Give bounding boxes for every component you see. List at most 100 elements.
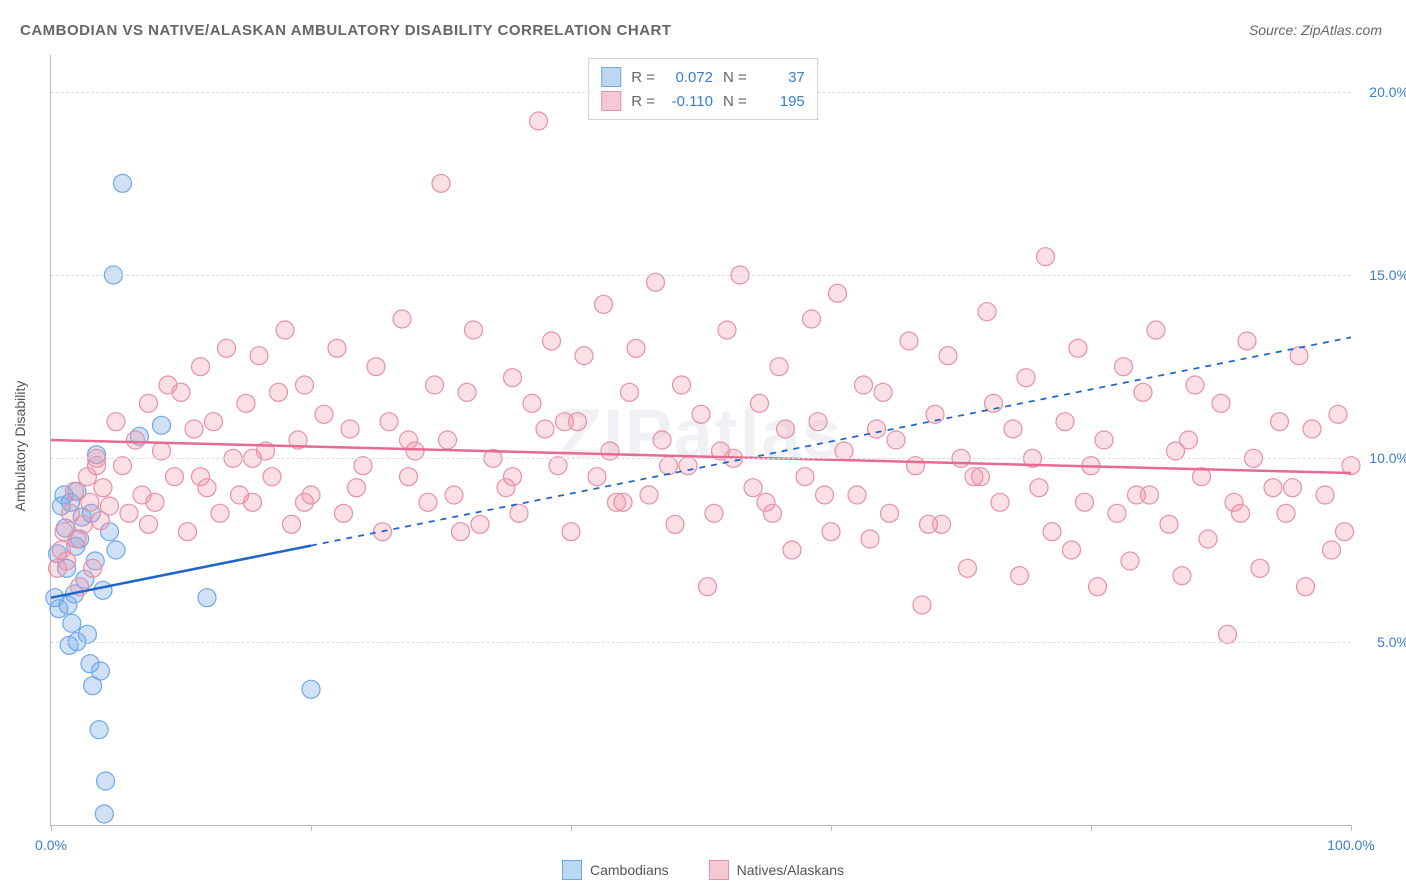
scatter-point	[1323, 541, 1341, 559]
scatter-point	[920, 515, 938, 533]
scatter-point	[796, 468, 814, 486]
scatter-point	[1297, 578, 1315, 596]
scatter-point	[1160, 515, 1178, 533]
scatter-point	[959, 559, 977, 577]
scatter-point	[432, 174, 450, 192]
scatter-point	[1238, 332, 1256, 350]
scatter-point	[1037, 248, 1055, 266]
stats-value-n: 195	[757, 93, 805, 110]
scatter-point	[1004, 420, 1022, 438]
scatter-point	[153, 416, 171, 434]
scatter-point	[1219, 625, 1237, 643]
scatter-point	[1128, 486, 1146, 504]
scatter-point	[94, 581, 112, 599]
scatter-point	[913, 596, 931, 614]
scatter-point	[621, 383, 639, 401]
scatter-point	[192, 468, 210, 486]
stats-label-r: R =	[631, 93, 655, 110]
scatter-point	[198, 589, 216, 607]
scatter-point	[803, 310, 821, 328]
scatter-point	[58, 552, 76, 570]
scatter-point	[1232, 504, 1250, 522]
scatter-point	[770, 358, 788, 376]
scatter-point	[140, 515, 158, 533]
scatter-point	[900, 332, 918, 350]
scatter-point	[1076, 493, 1094, 511]
scatter-point	[647, 273, 665, 291]
scatter-point	[666, 515, 684, 533]
gridline-h	[51, 275, 1351, 276]
scatter-point	[1277, 504, 1295, 522]
scatter-point	[543, 332, 561, 350]
scatter-point	[504, 369, 522, 387]
scatter-point	[1115, 358, 1133, 376]
scatter-point	[146, 493, 164, 511]
stats-value-n: 37	[757, 69, 805, 86]
scatter-point	[367, 358, 385, 376]
scatter-point	[218, 339, 236, 357]
x-tick	[1351, 825, 1352, 831]
y-axis-label: Ambulatory Disability	[12, 381, 28, 512]
scatter-point	[601, 442, 619, 460]
scatter-point	[1316, 486, 1334, 504]
scatter-point	[907, 457, 925, 475]
x-tick	[571, 825, 572, 831]
scatter-point	[1147, 321, 1165, 339]
scatter-point	[1134, 383, 1152, 401]
scatter-point	[270, 383, 288, 401]
scatter-point	[127, 431, 145, 449]
gridline-h	[51, 458, 1351, 459]
scatter-point	[835, 442, 853, 460]
legend-item: Natives/Alaskans	[709, 860, 844, 880]
scatter-point	[107, 413, 125, 431]
legend-swatch	[562, 860, 582, 880]
scatter-point	[1251, 559, 1269, 577]
scatter-point	[140, 394, 158, 412]
scatter-point	[1011, 567, 1029, 585]
legend-swatch	[601, 67, 621, 87]
scatter-point	[549, 457, 567, 475]
scatter-point	[881, 504, 899, 522]
scatter-point	[1284, 479, 1302, 497]
scatter-point	[874, 383, 892, 401]
scatter-point	[1303, 420, 1321, 438]
scatter-point	[855, 376, 873, 394]
scatter-point	[1063, 541, 1081, 559]
stats-row: R =0.072N =37	[601, 65, 805, 89]
scatter-point	[868, 420, 886, 438]
scatter-point	[1069, 339, 1087, 357]
x-tick	[1091, 825, 1092, 831]
scatter-point	[1329, 405, 1347, 423]
scatter-point	[718, 321, 736, 339]
gridline-h	[51, 642, 1351, 643]
scatter-point	[114, 457, 132, 475]
scatter-point	[439, 431, 457, 449]
scatter-point	[114, 174, 132, 192]
scatter-point	[465, 321, 483, 339]
scatter-point	[1180, 431, 1198, 449]
scatter-point	[90, 721, 108, 739]
scatter-point	[95, 805, 113, 823]
scatter-point	[861, 530, 879, 548]
scatter-point	[575, 347, 593, 365]
scatter-point	[91, 662, 109, 680]
scatter-point	[848, 486, 866, 504]
x-tick-label: 100.0%	[1327, 837, 1374, 853]
scatter-point	[120, 504, 138, 522]
scatter-point	[1271, 413, 1289, 431]
y-tick-label: 20.0%	[1359, 84, 1406, 100]
scatter-point	[166, 468, 184, 486]
scatter-point	[972, 468, 990, 486]
scatter-point	[328, 339, 346, 357]
scatter-point	[75, 515, 93, 533]
scatter-point	[205, 413, 223, 431]
scatter-point	[673, 376, 691, 394]
scatter-point	[705, 504, 723, 522]
legend-swatch	[709, 860, 729, 880]
scatter-point	[1186, 376, 1204, 394]
source-attribution: Source: ZipAtlas.com	[1249, 22, 1382, 38]
stats-value-r: 0.072	[665, 69, 713, 86]
scatter-point	[244, 493, 262, 511]
scatter-point	[101, 497, 119, 515]
scatter-point	[1199, 530, 1217, 548]
